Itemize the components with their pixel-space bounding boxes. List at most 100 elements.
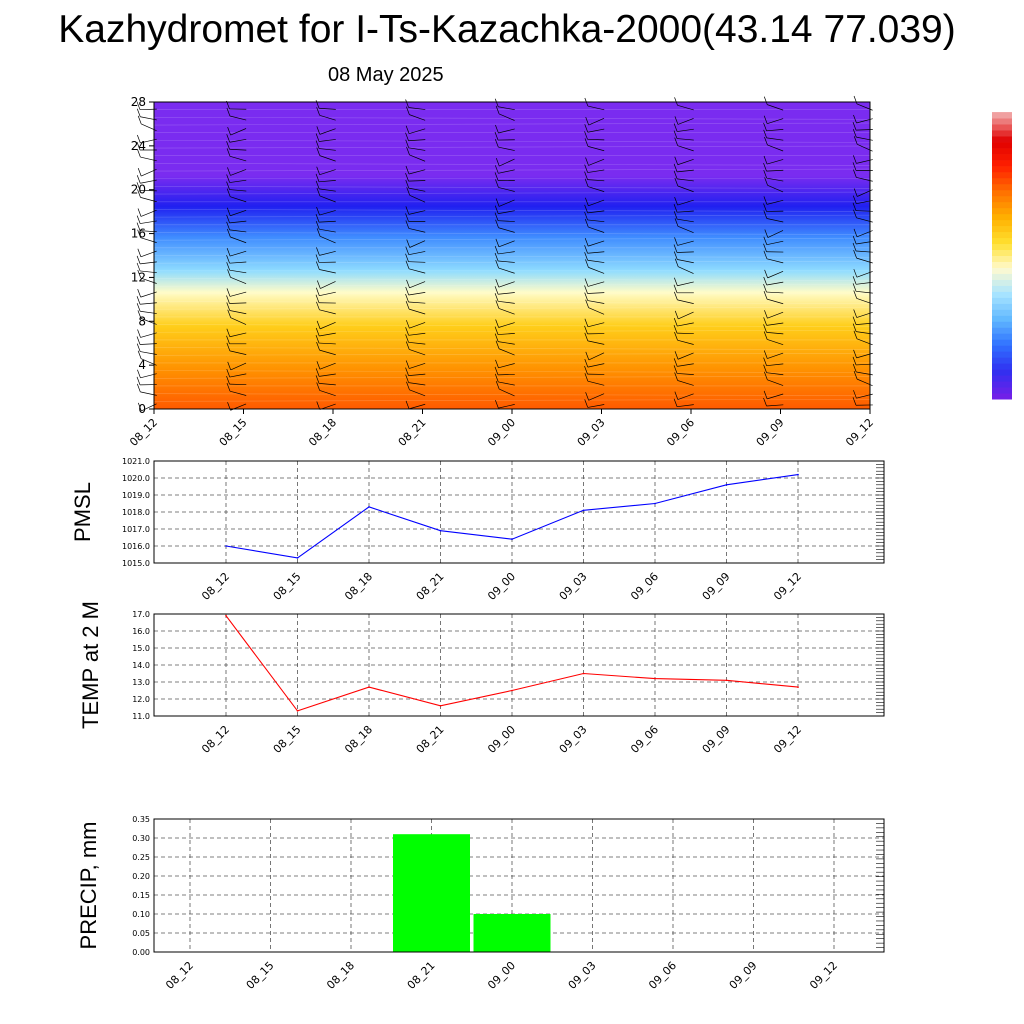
- colorbar-swatch: [992, 309, 1012, 316]
- wind-barb: [229, 189, 247, 192]
- wind-barb-feather: [764, 371, 768, 380]
- wind-barb-feather: [406, 381, 410, 390]
- wind-barb: [319, 383, 336, 386]
- wind-barb-feather: [136, 108, 141, 117]
- wind-barb: [588, 240, 605, 247]
- pmsl-ytick-label: 1017.0: [122, 525, 150, 534]
- precip-xtick-label: 08_18: [324, 959, 357, 992]
- wind-barb-feather: [405, 99, 409, 108]
- wind-barb-feather: [674, 310, 679, 320]
- colorbar-swatch: [992, 195, 1012, 203]
- pmsl-ytick-label: 1021.0: [122, 457, 150, 466]
- wind-barb-feather: [853, 136, 858, 145]
- pmsl-panel: 1015.0 1016.0 1017.0 1018.0 1019.0 1020.0 1021…: [70, 457, 885, 603]
- contour-line: [153, 209, 871, 212]
- wind-barb-feather: [763, 283, 767, 293]
- wind-barb: [676, 332, 694, 335]
- wind-barb-feather: [495, 259, 500, 269]
- wind-barb: [319, 228, 336, 233]
- wind-barb-feather: [136, 175, 141, 184]
- wind-barb-feather: [226, 134, 231, 143]
- wind-barb: [408, 139, 426, 142]
- wind-barb: [229, 261, 247, 264]
- wind-barb-feather: [763, 324, 767, 333]
- colorbar-swatch: [992, 123, 1012, 131]
- wind-barb-feather: [853, 155, 857, 164]
- chart-title: Kazhydromet for I-Ts-Kazachka-2000(43.14…: [58, 8, 956, 51]
- wind-barb-feather: [137, 269, 142, 279]
- pmsl-data-point: [296, 557, 299, 559]
- wind-barb-feather: [763, 163, 767, 172]
- wind-barb-feather: [495, 279, 500, 288]
- wind-barb: [587, 322, 605, 328]
- pmsl-data-point: [725, 484, 728, 486]
- precip-panel: 0.00 0.05 0.10 0.15 0.20 0.25 0.30 0.35 08_12 08_…: [76, 815, 885, 992]
- wind-barb: [588, 186, 605, 192]
- wind-barb-feather: [136, 222, 141, 231]
- wind-barb: [319, 250, 336, 256]
- wind-barb: [766, 322, 784, 326]
- wind-barb: [587, 363, 605, 368]
- wind-barb: [498, 251, 515, 255]
- wind-barb-feather: [674, 391, 679, 400]
- wind-barb: [677, 373, 694, 375]
- wind-barb-feather: [494, 366, 499, 376]
- wind-barb: [587, 404, 605, 408]
- contour-line: [153, 255, 871, 258]
- wind-barb: [767, 270, 784, 279]
- wind-barb-feather: [406, 279, 410, 288]
- wind-barb: [498, 240, 515, 248]
- colorbar-swatch: [992, 147, 1012, 155]
- wind-barb-feather: [405, 260, 410, 269]
- colorbar-swatch: [992, 375, 1012, 382]
- colorbar-swatch: [992, 369, 1012, 376]
- wind-barb: [588, 307, 605, 315]
- contour-line: [153, 140, 871, 143]
- wind-barb-feather: [136, 376, 141, 385]
- precip-ytick-label: 0.15: [132, 891, 150, 900]
- colorbar-swatch: [992, 141, 1012, 149]
- wind-barb-feather: [673, 163, 678, 172]
- wind-barb-feather: [315, 375, 320, 384]
- colorbar-swatch: [992, 171, 1012, 179]
- wind-barb-feather: [316, 361, 321, 370]
- wind-barb: [588, 158, 605, 166]
- wind-barb-feather: [495, 340, 500, 349]
- precip-ytick-label: 0.25: [132, 853, 150, 862]
- wind-barb-feather: [495, 124, 499, 134]
- wind-barb-feather: [585, 259, 589, 268]
- wind-barb: [766, 169, 784, 172]
- wind-barb-feather: [674, 156, 679, 165]
- wind-barb: [678, 311, 694, 320]
- contour-line: [153, 237, 871, 241]
- heatmap-xtick-label: 09_09: [754, 416, 787, 449]
- wind-barb-feather: [226, 141, 230, 150]
- wind-barb: [766, 281, 784, 286]
- wind-barb-feather: [852, 235, 857, 245]
- colorbar-swatch: [992, 315, 1012, 322]
- wind-barb-feather: [853, 228, 858, 237]
- wind-barb-feather: [315, 287, 320, 296]
- wind-barb-feather: [852, 276, 857, 285]
- wind-barb-feather: [674, 177, 679, 187]
- colorbar-swatch: [992, 255, 1012, 262]
- colorbar-swatch: [992, 117, 1012, 125]
- wind-barb-feather: [853, 309, 858, 318]
- wind-barb: [766, 137, 784, 141]
- wind-barb: [319, 195, 336, 203]
- wind-barb-feather: [495, 198, 500, 207]
- wind-barb: [767, 185, 784, 193]
- pmsl-xtick-label: 09_12: [771, 570, 804, 603]
- wind-barb-feather: [227, 269, 231, 278]
- colorbar-swatch: [992, 159, 1012, 167]
- pmsl-ylabel: PMSL: [70, 482, 95, 542]
- wind-barb-feather: [763, 122, 767, 131]
- wind-barb: [408, 107, 426, 110]
- pmsl-data-point: [511, 538, 513, 540]
- colorbar-swatch: [992, 207, 1012, 215]
- precip-ytick-label: 0.10: [132, 910, 150, 919]
- wind-barb: [766, 363, 784, 367]
- pmsl-data-point: [654, 502, 656, 505]
- wind-barb: [230, 277, 247, 284]
- wind-barb-feather: [673, 365, 678, 374]
